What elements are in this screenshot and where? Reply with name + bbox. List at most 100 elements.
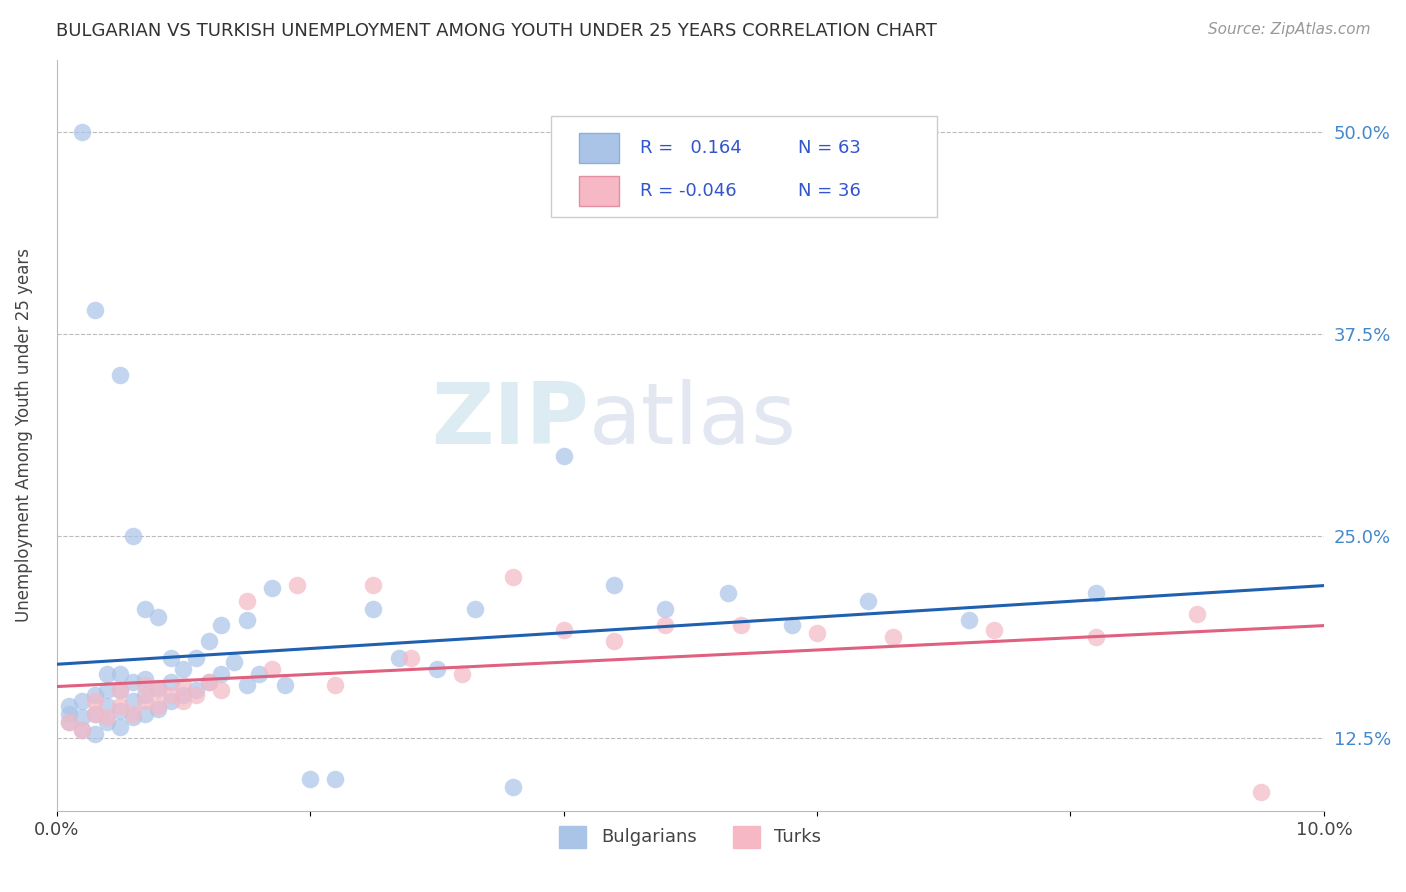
Point: [121, 710, 143, 724]
Point: [146, 699, 169, 714]
Point: [134, 694, 156, 708]
Point: [806, 626, 828, 640]
Point: [882, 630, 904, 644]
Point: [464, 602, 486, 616]
Point: [134, 678, 156, 692]
Point: [96, 699, 118, 714]
Point: [146, 683, 169, 698]
Point: [502, 780, 524, 794]
Point: [108, 699, 131, 714]
Text: R = -0.046: R = -0.046: [640, 182, 737, 200]
FancyBboxPatch shape: [579, 133, 619, 162]
Point: [184, 688, 207, 702]
Point: [197, 674, 219, 689]
Point: [222, 656, 245, 670]
Point: [363, 578, 385, 592]
Point: [325, 772, 347, 786]
Point: [83, 726, 105, 740]
Point: [184, 650, 207, 665]
Point: [70, 125, 93, 139]
Y-axis label: Unemployment Among Youth under 25 years: Unemployment Among Youth under 25 years: [15, 248, 32, 623]
Point: [159, 694, 181, 708]
Point: [146, 702, 169, 716]
Point: [299, 772, 322, 786]
Point: [70, 710, 93, 724]
FancyBboxPatch shape: [551, 116, 938, 218]
Point: [108, 683, 131, 698]
Point: [121, 674, 143, 689]
Point: [70, 694, 93, 708]
Text: ZIP: ZIP: [432, 379, 589, 462]
Point: [58, 715, 80, 730]
Point: [1084, 630, 1107, 644]
Point: [260, 581, 283, 595]
Text: R =   0.164: R = 0.164: [640, 139, 741, 157]
Point: [146, 610, 169, 624]
Point: [957, 614, 980, 628]
Point: [58, 715, 80, 730]
Point: [96, 715, 118, 730]
Point: [108, 683, 131, 698]
Point: [247, 666, 270, 681]
Point: [121, 707, 143, 722]
Point: [159, 674, 181, 689]
Point: [426, 662, 449, 676]
Point: [209, 666, 232, 681]
Point: [134, 707, 156, 722]
Point: [780, 618, 803, 632]
Point: [172, 662, 194, 676]
Point: [172, 694, 194, 708]
Point: [325, 678, 347, 692]
Text: N = 63: N = 63: [799, 139, 860, 157]
Point: [363, 602, 385, 616]
Point: [1250, 785, 1272, 799]
Point: [235, 678, 257, 692]
Point: [197, 634, 219, 648]
Point: [108, 666, 131, 681]
Point: [108, 720, 131, 734]
Point: [134, 602, 156, 616]
Point: [58, 699, 80, 714]
Point: [146, 681, 169, 696]
Point: [159, 650, 181, 665]
Point: [83, 688, 105, 702]
Text: N = 36: N = 36: [799, 182, 860, 200]
Text: Source: ZipAtlas.com: Source: ZipAtlas.com: [1208, 22, 1371, 37]
Legend: Bulgarians, Turks: Bulgarians, Turks: [553, 818, 828, 855]
Point: [96, 683, 118, 698]
Point: [58, 707, 80, 722]
Point: [717, 586, 740, 600]
Point: [983, 623, 1005, 637]
Point: [83, 707, 105, 722]
Point: [730, 618, 752, 632]
Point: [287, 578, 309, 592]
Text: BULGARIAN VS TURKISH UNEMPLOYMENT AMONG YOUTH UNDER 25 YEARS CORRELATION CHART: BULGARIAN VS TURKISH UNEMPLOYMENT AMONG …: [56, 22, 938, 40]
Point: [70, 723, 93, 738]
Point: [96, 666, 118, 681]
Point: [553, 623, 575, 637]
Text: atlas: atlas: [589, 379, 797, 462]
Point: [184, 683, 207, 698]
Point: [134, 688, 156, 702]
Point: [603, 634, 626, 648]
Point: [108, 704, 131, 718]
Point: [388, 650, 411, 665]
Point: [235, 594, 257, 608]
Point: [209, 618, 232, 632]
Point: [260, 662, 283, 676]
FancyBboxPatch shape: [579, 176, 619, 206]
Point: [70, 723, 93, 738]
Point: [172, 688, 194, 702]
Point: [209, 683, 232, 698]
Point: [451, 666, 474, 681]
Point: [502, 570, 524, 584]
Point: [401, 650, 423, 665]
Point: [1185, 607, 1208, 621]
Point: [108, 368, 131, 382]
Point: [83, 303, 105, 318]
Point: [1084, 586, 1107, 600]
Point: [856, 594, 879, 608]
Point: [274, 678, 297, 692]
Point: [197, 674, 219, 689]
Point: [96, 710, 118, 724]
